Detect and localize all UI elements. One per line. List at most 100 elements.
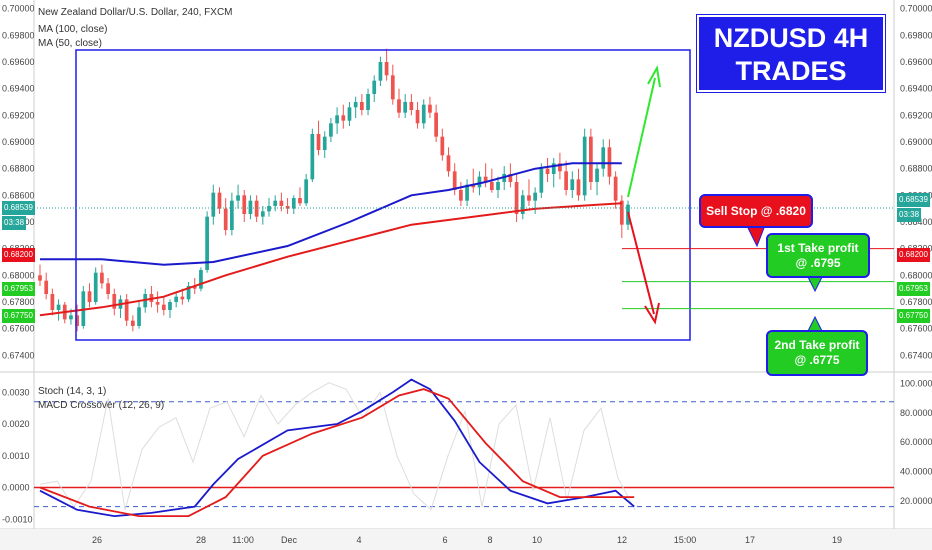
signal-line xyxy=(39,388,635,517)
x-tick-label: 11:00 xyxy=(232,535,254,545)
y-tick-left: 0.67400 xyxy=(2,350,35,360)
y-tick-right: 0.70000 xyxy=(900,4,932,14)
candle-body xyxy=(186,286,191,300)
title-line-1: NZDUSD 4H xyxy=(713,23,869,53)
macd-line xyxy=(39,378,635,518)
candle-body xyxy=(56,304,61,310)
tp2-callout: 2nd Take profit @ .6775 xyxy=(766,330,868,376)
candle-body xyxy=(582,136,587,196)
y-tick-right: 0.68400 xyxy=(900,217,932,227)
candle-body xyxy=(298,198,302,204)
candle-body xyxy=(607,147,612,177)
y-tick-left: 0.69600 xyxy=(2,57,35,67)
candle-body xyxy=(199,270,203,289)
time-axis-bg xyxy=(0,529,932,550)
y-tick-left: 0.69200 xyxy=(2,110,35,120)
candle-body xyxy=(267,206,271,212)
macd-tick-left: 0.0030 xyxy=(2,387,30,397)
candle-body xyxy=(489,182,494,190)
candle-body xyxy=(211,192,216,217)
candle-body xyxy=(137,307,141,326)
candle-body xyxy=(242,195,247,214)
candle-body xyxy=(459,190,463,201)
candle-body xyxy=(248,200,253,214)
ma100-line xyxy=(39,202,622,317)
down-arrow xyxy=(627,211,655,315)
symbol-label: New Zealand Dollar/U.S. Dollar, 240, FXC… xyxy=(38,7,233,18)
macd-label: MACD Crossover (12, 26, 9) xyxy=(38,400,165,411)
x-tick-label: 17 xyxy=(745,535,755,545)
current-price-tag-left: 0.68539 xyxy=(2,201,35,215)
stoch-tick-right: 80.0000 xyxy=(900,408,932,418)
candle-body xyxy=(87,291,92,302)
x-tick-label: 4 xyxy=(356,535,361,545)
candle-body xyxy=(545,168,550,174)
x-tick-label: Dec xyxy=(281,535,298,545)
y-tick-left: 0.70000 xyxy=(2,4,35,14)
candle-body xyxy=(285,206,290,209)
candle-body xyxy=(359,102,364,110)
x-tick-label: 19 xyxy=(832,535,842,545)
candle-body xyxy=(589,136,593,182)
sell-price-tag-left: 0.68200 xyxy=(2,248,35,262)
tp2-price-tag-right: 0.67750 xyxy=(897,309,930,323)
y-tick-right: 0.69200 xyxy=(900,110,932,120)
candle-body xyxy=(205,216,209,270)
candle-body xyxy=(390,75,395,100)
candle-body xyxy=(446,155,451,172)
y-tick-left: 0.68600 xyxy=(2,190,35,200)
candle-body xyxy=(558,163,562,172)
y-tick-right: 0.69000 xyxy=(900,137,932,147)
candle-body xyxy=(366,94,370,110)
x-tick-label: 6 xyxy=(442,535,447,545)
candle-body xyxy=(279,200,284,206)
y-tick-right: 0.69800 xyxy=(900,30,932,40)
candle-body xyxy=(230,200,234,230)
candle-body xyxy=(527,195,531,201)
candle-body xyxy=(236,195,240,201)
candle-body xyxy=(619,200,624,225)
title-line-2: TRADES xyxy=(735,56,847,86)
x-tick-label: 15:00 xyxy=(674,535,697,545)
x-tick-label: 28 xyxy=(196,535,206,545)
tp1-callout-pointer xyxy=(807,276,823,293)
candle-body xyxy=(508,174,513,182)
candle-body xyxy=(124,299,129,321)
x-tick-label: 12 xyxy=(617,535,627,545)
candle-body xyxy=(613,176,618,201)
candle-body xyxy=(335,115,339,124)
tp1-price-tag-left: 0.67953 xyxy=(2,282,35,296)
candle-body xyxy=(415,110,420,124)
candle-body xyxy=(93,272,98,302)
ma50-label: MA (50, close) xyxy=(38,38,102,49)
stoch-tick-right: 60.0000 xyxy=(900,437,932,447)
y-tick-left: 0.69800 xyxy=(2,30,35,40)
down-arrow-head xyxy=(644,302,660,325)
macd-tick-left: -0.0010 xyxy=(2,514,33,524)
y-tick-right: 0.67400 xyxy=(900,350,932,360)
macd-tick-left: 0.0000 xyxy=(2,483,30,493)
tp1-callout-line-2: @ .6795 xyxy=(795,256,841,270)
candle-body xyxy=(595,168,599,182)
ma100-label: MA (100, close) xyxy=(38,24,108,35)
candle-body xyxy=(551,163,556,174)
x-tick-label: 26 xyxy=(92,535,102,545)
candle-body xyxy=(533,192,538,201)
macd-tick-left: 0.0020 xyxy=(2,419,30,429)
candle-body xyxy=(310,134,315,180)
candle-body xyxy=(161,304,166,310)
candle-body xyxy=(100,272,104,284)
range-box xyxy=(75,49,691,341)
y-tick-right: 0.68800 xyxy=(900,164,932,174)
candle-body xyxy=(471,184,476,188)
tp1-callout-line-1: 1st Take profit xyxy=(777,241,859,255)
candle-body xyxy=(347,107,352,121)
candle-body xyxy=(192,286,197,289)
candle-body xyxy=(44,280,49,294)
candle-body xyxy=(564,171,568,190)
candle-body xyxy=(112,294,117,309)
candle-body xyxy=(38,275,42,281)
candle-body xyxy=(601,147,606,169)
candle-body xyxy=(180,296,185,300)
